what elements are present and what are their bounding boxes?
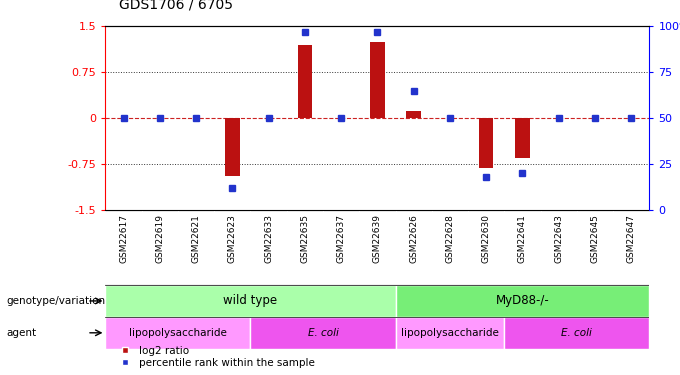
Text: MyD88-/-: MyD88-/- [496, 294, 549, 307]
Bar [225, 118, 239, 176]
Bar [298, 45, 312, 118]
Bar [479, 118, 494, 168]
Text: genotype/variation: genotype/variation [7, 296, 106, 306]
Bar [407, 111, 421, 118]
Bar [396, 317, 505, 349]
Text: agent: agent [7, 328, 37, 338]
Bar [505, 317, 649, 349]
Text: E. coli: E. coli [307, 328, 339, 338]
Text: GSM22630: GSM22630 [481, 214, 491, 263]
Text: GSM22643: GSM22643 [554, 214, 563, 262]
Text: E. coli: E. coli [562, 328, 592, 338]
Text: GSM22645: GSM22645 [590, 214, 600, 262]
Text: GSM22628: GSM22628 [445, 214, 454, 262]
Text: GSM22619: GSM22619 [155, 214, 165, 263]
Text: GSM22647: GSM22647 [627, 214, 636, 262]
Bar [396, 285, 649, 317]
Text: lipopolysaccharide: lipopolysaccharide [401, 328, 499, 338]
Text: GSM22623: GSM22623 [228, 214, 237, 262]
Bar [515, 118, 530, 158]
Text: GSM22637: GSM22637 [337, 214, 345, 263]
Bar [370, 42, 385, 118]
Bar [250, 317, 396, 349]
Text: lipopolysaccharide: lipopolysaccharide [129, 328, 227, 338]
Text: GSM22621: GSM22621 [192, 214, 201, 262]
Text: GSM22635: GSM22635 [301, 214, 309, 263]
Text: GSM22641: GSM22641 [518, 214, 527, 262]
Text: GDS1706 / 6705: GDS1706 / 6705 [119, 0, 233, 11]
Text: wild type: wild type [224, 294, 277, 307]
Text: GSM22639: GSM22639 [373, 214, 382, 263]
Text: GSM22617: GSM22617 [119, 214, 128, 263]
Bar [105, 317, 250, 349]
Legend: log2 ratio, percentile rank within the sample: log2 ratio, percentile rank within the s… [111, 342, 319, 372]
Text: GSM22626: GSM22626 [409, 214, 418, 262]
Bar [105, 285, 396, 317]
Text: GSM22633: GSM22633 [264, 214, 273, 263]
